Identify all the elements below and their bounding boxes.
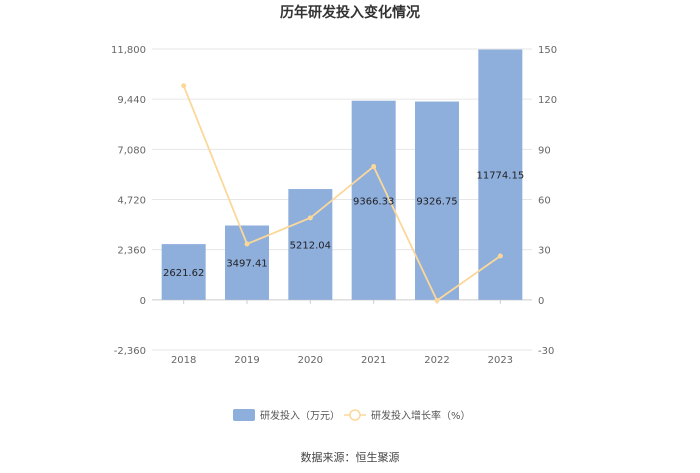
- growth-point-2018: [181, 83, 187, 89]
- growth-point-2019: [244, 241, 250, 247]
- y-right-tick-label: 150: [538, 45, 557, 56]
- y-right-tick-label: -30: [538, 346, 554, 357]
- x-tick-label: 2023: [488, 355, 513, 366]
- legend-bar-label: 研发投入（万元）: [260, 409, 340, 422]
- bar-value-label: 9366.33: [353, 196, 394, 207]
- y-right-tick-label: 90: [538, 145, 551, 156]
- growth-point-2020: [307, 215, 313, 221]
- growth-point-2021: [371, 164, 377, 170]
- y-right-tick-label: 0: [538, 296, 544, 307]
- y-right-tick-label: 30: [538, 246, 551, 257]
- legend-line-label: 研发投入增长率（%）: [371, 409, 471, 422]
- y-axis-left: -2,360 0 2,360 4,720 7,080 9,440 11,800: [111, 45, 146, 357]
- x-tick-label: 2018: [171, 355, 196, 366]
- y-left-tick-label: -2,360: [114, 346, 146, 357]
- growth-line: [181, 83, 503, 304]
- bar-value-label: 9326.75: [416, 197, 457, 208]
- legend-line-marker: [349, 409, 361, 421]
- data-labels: 2621.62 3497.41 5212.04 9366.33 9326.75 11774…: [163, 171, 524, 279]
- growth-point-2022: [434, 298, 440, 304]
- legend-bar-swatch: [233, 409, 255, 421]
- x-tick-label: 2022: [424, 355, 449, 366]
- growth-line-path: [182, 85, 501, 302]
- x-tick-label: 2020: [298, 355, 323, 366]
- y-left-tick-label: 4,720: [117, 196, 146, 207]
- bar-2018: [161, 244, 206, 300]
- chart-title: 历年研发投入变化情况: [280, 4, 420, 21]
- y-left-tick-label: 11,800: [111, 45, 146, 56]
- bars: [161, 49, 523, 300]
- bar-value-label: 2621.62: [163, 268, 204, 279]
- y-left-tick-label: 0: [140, 296, 146, 307]
- bar-value-label: 11774.15: [476, 171, 524, 182]
- grid: [152, 48, 532, 351]
- y-right-tick-label: 120: [538, 95, 557, 106]
- y-axis-right: -30 0 30 60 90 120 150: [538, 45, 557, 357]
- x-tick-label: 2019: [234, 355, 259, 366]
- y-left-tick-label: 9,440: [117, 95, 146, 106]
- bar-value-label: 3497.41: [226, 259, 267, 270]
- bar-2021: [351, 100, 396, 300]
- growth-point-2023: [497, 253, 503, 259]
- y-left-tick-label: 2,360: [117, 246, 146, 257]
- bar-2020: [288, 189, 333, 300]
- bar-value-label: 5212.04: [290, 240, 331, 251]
- bar-2022: [415, 101, 459, 300]
- source-note: 数据来源：恒生聚源: [301, 450, 400, 464]
- y-right-tick-label: 60: [538, 196, 551, 207]
- x-tick-label: 2021: [361, 355, 386, 366]
- legend: 研发投入（万元） 研发投入增长率（%）: [233, 409, 471, 422]
- y-left-tick-label: 7,080: [117, 145, 146, 156]
- x-axis: 2018 2019 2020 2021 2022 2023: [171, 299, 513, 366]
